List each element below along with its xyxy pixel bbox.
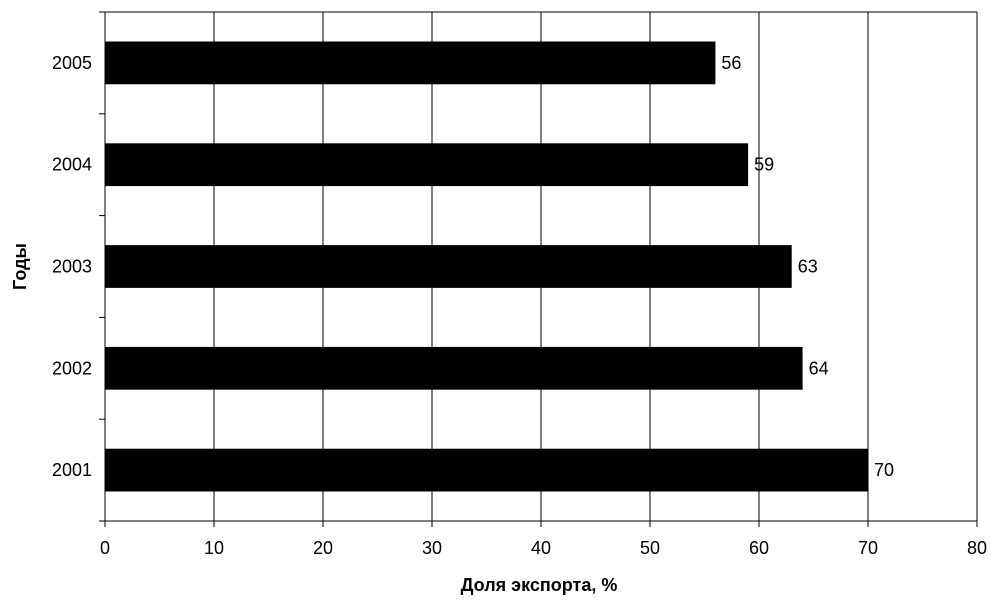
data-label: 64 [809, 358, 829, 378]
bar-2003 [105, 245, 792, 288]
bars [105, 41, 868, 492]
y-tick-label: 2002 [52, 358, 92, 378]
y-tick-label: 2003 [52, 257, 92, 277]
x-tick-label: 0 [100, 538, 110, 558]
y-axis-title: Годы [10, 243, 30, 290]
bar-2005 [105, 41, 716, 85]
y-tick-label: 2005 [52, 53, 92, 73]
data-label: 70 [874, 460, 894, 480]
bar-2001 [105, 448, 868, 492]
x-tick-label: 40 [531, 538, 551, 558]
data-label: 59 [754, 155, 774, 175]
x-tick-label: 30 [422, 538, 442, 558]
bar-2002 [105, 346, 803, 390]
x-tick-label: 60 [749, 538, 769, 558]
data-label: 63 [798, 257, 818, 277]
data-label: 56 [721, 53, 741, 73]
x-tick-label: 50 [640, 538, 660, 558]
labels: 0 10 20 30 40 50 60 70 80 2001 70 2002 64 2003 63 2004 5… [52, 53, 987, 558]
axes [99, 11, 978, 527]
x-tick-label: 80 [967, 538, 987, 558]
x-axis-title: Доля экспорта, % [461, 575, 618, 595]
x-tick-label: 20 [313, 538, 333, 558]
y-tick-label: 2001 [52, 460, 92, 480]
x-tick-label: 70 [858, 538, 878, 558]
y-tick-label: 2004 [52, 155, 92, 175]
bar-2004 [105, 143, 749, 187]
x-tick-label: 10 [204, 538, 224, 558]
